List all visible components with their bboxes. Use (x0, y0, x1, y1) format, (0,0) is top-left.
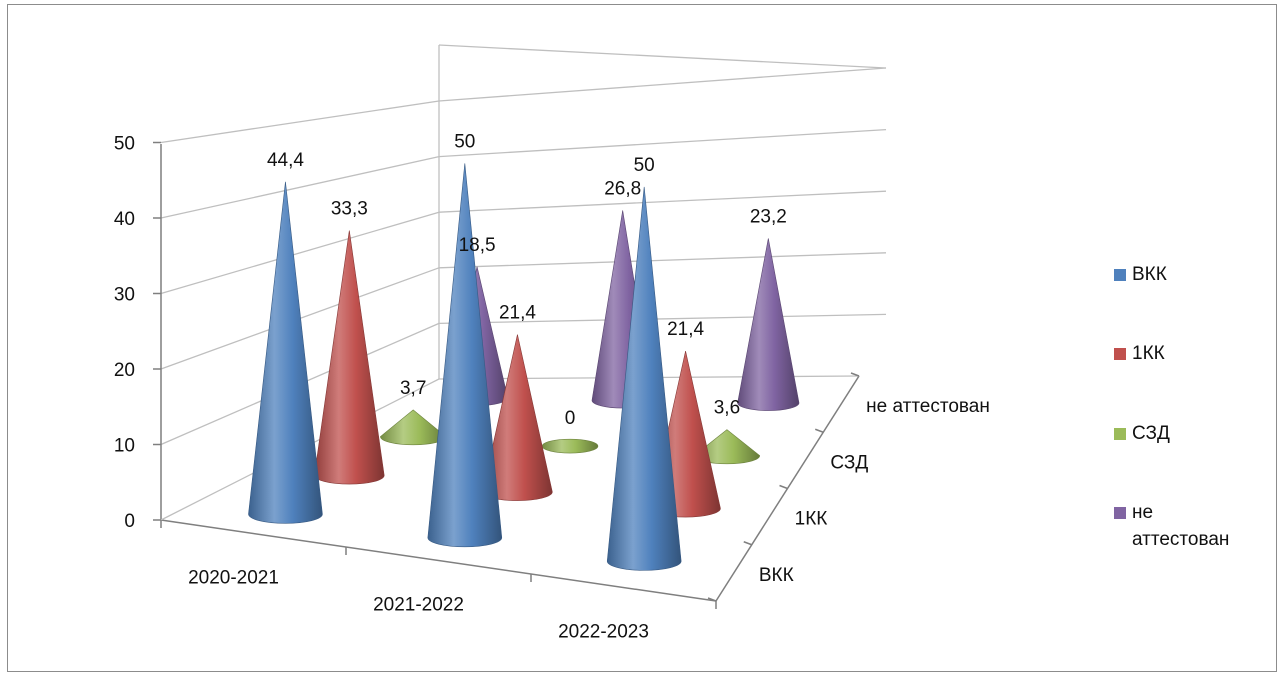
y-tick-label: 20 (114, 360, 135, 381)
y-tick-label: 0 (124, 511, 135, 532)
gridline-back (438, 67, 887, 102)
legend-swatch (1114, 269, 1126, 281)
gridline-back (438, 313, 887, 325)
gridline-back (438, 128, 887, 158)
depth-tick-label: 1КК (795, 509, 828, 530)
depth-tick-label: не аттестован (866, 396, 990, 417)
cones (248, 163, 800, 571)
cone-flat-3 (541, 438, 599, 454)
data-labels: 18,5 26,8 23,2 3,7 0 3,6 33,3 21,4 21,4 44,4 50 50 (267, 131, 787, 429)
y-tick-label: 50 (114, 134, 135, 155)
depth-tick (850, 372, 860, 377)
legend-label: СЗД (1132, 423, 1170, 444)
x-axis: 2020-2021 2021-2022 2022-2023 (160, 520, 717, 643)
legend-swatch (1114, 348, 1126, 360)
depth-tick-label: СЗД (830, 452, 868, 473)
y-axis: 0 10 20 30 40 50 (114, 134, 162, 532)
cone-4 (737, 238, 800, 411)
legend-swatch (1114, 507, 1126, 519)
depth-tick (814, 428, 824, 433)
data-label: 50 (634, 155, 655, 176)
depth-tick-label: ВКК (759, 565, 794, 586)
data-label: 50 (454, 131, 475, 152)
depth-axis: ВКК 1КК СЗД не аттестован (707, 372, 990, 602)
legend-swatch (1114, 428, 1126, 440)
x-tick-label: 2020-2021 (188, 568, 279, 589)
chart-walls (160, 44, 887, 446)
data-label: 23,2 (750, 206, 787, 227)
gridline-back (438, 190, 887, 213)
cone-chart: 0 10 20 30 40 50 18,5 26,8 23,2 3,7 0 3,6 33,3 21,4 2… (114, 44, 1229, 643)
cone-2 (314, 230, 385, 485)
depth-tick (779, 484, 788, 490)
x-tick-label: 2022-2023 (558, 622, 649, 643)
gridline-left (160, 155, 440, 219)
gridline-left (160, 100, 440, 144)
data-label: 26,8 (604, 178, 641, 199)
data-label: 0 (565, 408, 576, 429)
cone-1 (248, 181, 323, 524)
y-tick-label: 30 (114, 285, 135, 306)
data-label: 21,4 (499, 303, 536, 324)
gridline-left (160, 211, 440, 295)
y-tick-label: 40 (114, 209, 135, 230)
legend-label: не (1132, 502, 1153, 523)
depth-tick (743, 541, 753, 546)
legend-label: ВКК (1132, 264, 1167, 285)
x-tick-label: 2021-2022 (373, 595, 464, 616)
legend-label: аттестован (1132, 529, 1229, 550)
cone-1 (606, 186, 682, 571)
y-tick-label: 10 (114, 436, 135, 457)
data-label: 33,3 (331, 199, 368, 220)
gridline-back (438, 252, 887, 269)
chart-frame: 0 10 20 30 40 50 18,5 26,8 23,2 3,7 0 3,6 33,3 21,4 2… (7, 4, 1277, 672)
legend-label: 1КК (1132, 343, 1165, 364)
depth-tick (707, 597, 717, 602)
data-label: 3,7 (400, 378, 426, 399)
cone-3 (380, 409, 447, 446)
x-axis-line (160, 519, 717, 602)
cone-1 (427, 163, 503, 548)
data-label: 3,6 (714, 398, 740, 419)
legend: ВКК 1КК СЗД не аттестован (1114, 264, 1229, 550)
data-label: 21,4 (667, 319, 704, 340)
data-label: 44,4 (267, 150, 304, 171)
data-label: 18,5 (459, 235, 496, 256)
gridline-top (438, 44, 887, 69)
